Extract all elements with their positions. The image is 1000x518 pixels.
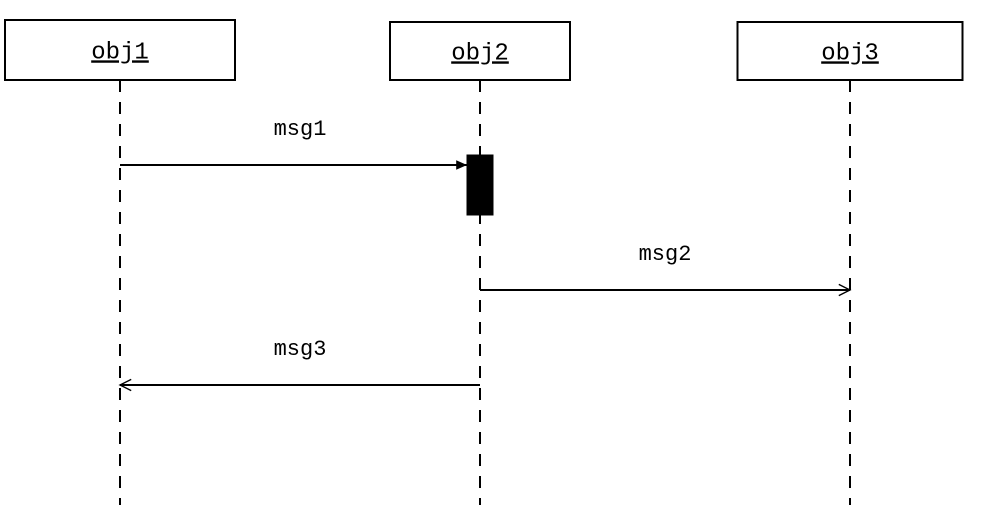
lifelines-layer bbox=[120, 80, 850, 505]
activation-bar bbox=[467, 155, 493, 215]
object-label-obj2: obj2 bbox=[451, 40, 509, 67]
sequence-diagram: obj1 obj2 obj3 msg1 msg2 msg3 bbox=[0, 0, 1000, 518]
message-label-msg2: msg2 bbox=[639, 242, 692, 267]
activation-layer bbox=[467, 155, 493, 215]
message-label-msg3: msg3 bbox=[274, 337, 327, 362]
object-label-obj3: obj3 bbox=[821, 40, 879, 67]
object-boxes-layer: obj1 obj2 obj3 bbox=[5, 20, 963, 80]
object-label-obj1: obj1 bbox=[91, 39, 149, 66]
message-label-msg1: msg1 bbox=[274, 117, 327, 142]
